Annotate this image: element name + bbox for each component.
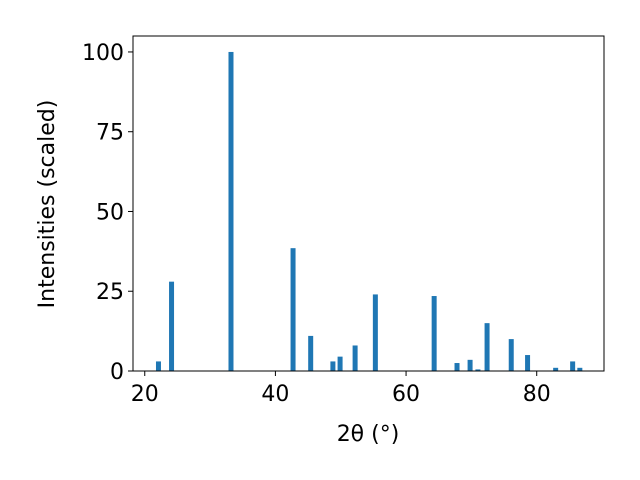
bar bbox=[372, 294, 378, 371]
bar bbox=[570, 361, 576, 371]
bar bbox=[308, 335, 314, 371]
x-axis-label: 2θ (°) bbox=[337, 422, 400, 447]
x-tick-label: 80 bbox=[523, 382, 551, 407]
bar bbox=[337, 356, 343, 371]
bar bbox=[475, 369, 481, 371]
bar bbox=[553, 367, 559, 371]
y-tick-label: 75 bbox=[96, 121, 124, 146]
bar bbox=[228, 51, 234, 371]
y-tick-label: 50 bbox=[96, 200, 124, 225]
bar bbox=[352, 345, 358, 371]
plot-frame bbox=[132, 35, 605, 372]
y-tick-label: 0 bbox=[110, 360, 124, 385]
bar bbox=[577, 367, 583, 371]
bar bbox=[525, 355, 531, 371]
bar bbox=[484, 323, 490, 371]
bar bbox=[431, 296, 437, 371]
x-tick-label: 40 bbox=[261, 382, 289, 407]
bar bbox=[169, 281, 175, 371]
bar bbox=[290, 248, 296, 371]
x-tick-label: 20 bbox=[131, 382, 159, 407]
bar bbox=[467, 359, 473, 371]
y-tick-label: 100 bbox=[82, 41, 124, 66]
bar bbox=[330, 361, 336, 371]
x-tick-label: 60 bbox=[392, 382, 420, 407]
y-axis-label: Intensities (scaled) bbox=[35, 100, 60, 309]
y-tick-label: 25 bbox=[96, 280, 124, 305]
bar bbox=[454, 363, 460, 371]
bar bbox=[508, 339, 514, 371]
bar bbox=[155, 361, 161, 371]
